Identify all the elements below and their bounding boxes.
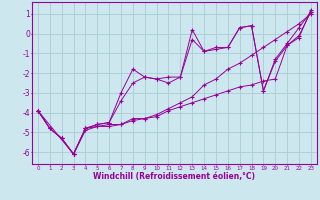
X-axis label: Windchill (Refroidissement éolien,°C): Windchill (Refroidissement éolien,°C)	[93, 172, 255, 181]
